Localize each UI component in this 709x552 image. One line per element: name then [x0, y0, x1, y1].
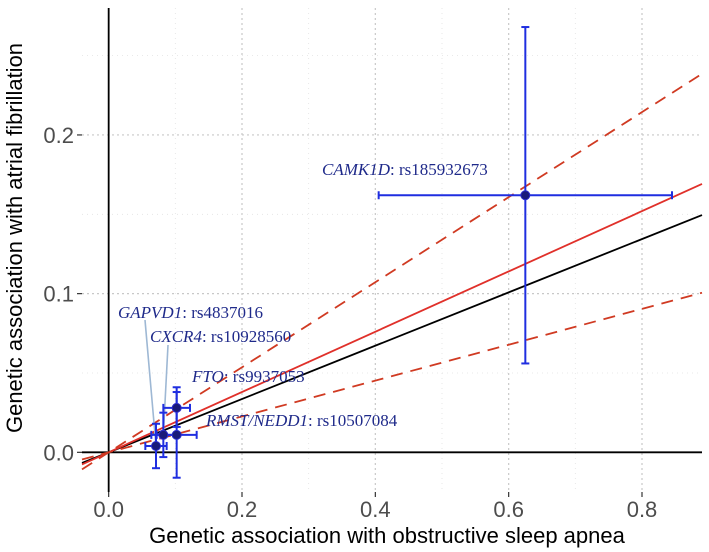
snp-label-cxcr4: CXCR4: rs10928560 [150, 327, 291, 346]
x-tick-label: 0.6 [493, 497, 524, 522]
data-point [520, 190, 531, 201]
data-point [171, 429, 182, 440]
snp-rsid-camk1d: : rs185932673 [390, 160, 488, 179]
y-tick-label: 0.1 [43, 282, 74, 307]
snp-rsid-rmst-nedd1: : rs10507084 [308, 411, 398, 430]
minor-gridlines [82, 8, 702, 492]
snp-label-camk1d: CAMK1D: rs185932673 [322, 160, 488, 179]
label-connector [144, 319, 157, 447]
snp-gene-rmst-nedd1: RMST/NEDD1 [205, 411, 308, 430]
snp-rsid-gapvd1: : rs4837016 [182, 303, 263, 322]
regression-lines [81, 73, 703, 471]
data-point [171, 402, 182, 413]
snp-label-rmst-nedd1: RMST/NEDD1: rs10507084 [205, 411, 398, 430]
x-axis-ticks: 0.0 0.2 0.4 0.6 0.8 [93, 492, 657, 522]
snp-gene-fto: FTO [191, 367, 224, 386]
y-axis-title: Genetic association with atrial fibrilla… [2, 43, 27, 433]
snp-label-fto: FTO: rs9937053 [191, 367, 305, 386]
snp-rsid-fto: : rs9937053 [224, 367, 305, 386]
x-axis-title: Genetic association with obstructive sle… [149, 523, 625, 548]
data-points [151, 190, 531, 451]
x-tick-label: 0.8 [627, 497, 658, 522]
snp-labels: CAMK1D: rs185932673 GAPVD1: rs4837016 CX… [118, 160, 488, 430]
snp-gene-gapvd1: GAPVD1 [118, 303, 182, 322]
data-point [151, 440, 161, 451]
snp-gene-camk1d: CAMK1D [322, 160, 391, 179]
fit-line-ci-upper [81, 73, 703, 471]
snp-gene-cxcr4: CXCR4 [150, 327, 202, 346]
x-tick-label: 0.0 [93, 497, 124, 522]
fit-line-ci-lower [81, 291, 703, 461]
y-tick-label: 0.2 [43, 123, 74, 148]
fit-line-reference [81, 214, 703, 464]
fit-line-estimate [81, 183, 703, 466]
x-tick-label: 0.4 [360, 497, 391, 522]
snp-rsid-cxcr4: : rs10928560 [202, 327, 291, 346]
x-tick-label: 0.2 [227, 497, 258, 522]
y-axis-ticks: 0.0 0.1 0.2 [43, 123, 82, 465]
data-point [158, 429, 169, 440]
snp-label-gapvd1: GAPVD1: rs4837016 [118, 303, 263, 322]
y-tick-label: 0.0 [43, 440, 74, 465]
